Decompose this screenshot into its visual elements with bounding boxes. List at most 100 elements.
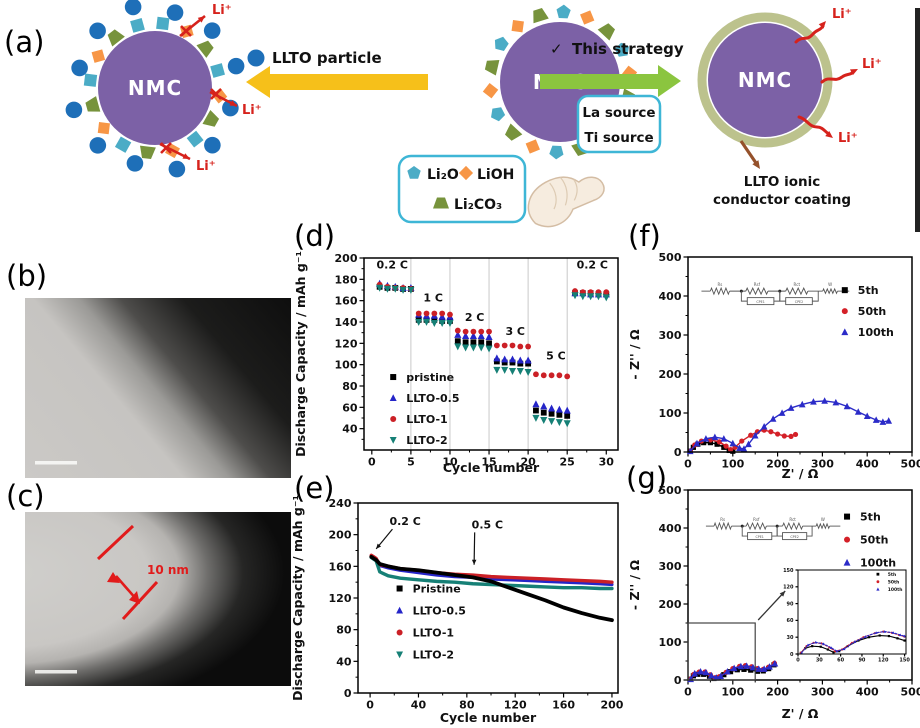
coating-label-line2: conductor coating bbox=[713, 192, 851, 208]
panel-label-g: (g) bbox=[626, 461, 668, 495]
svg-text:Cycle number: Cycle number bbox=[443, 460, 540, 475]
svg-text:LLTO-0.5: LLTO-0.5 bbox=[413, 604, 466, 617]
svg-text:0: 0 bbox=[366, 699, 374, 712]
svg-text:200: 200 bbox=[659, 368, 682, 381]
lioh-diamond-icon bbox=[458, 165, 474, 181]
svg-text:CPE1: CPE1 bbox=[755, 535, 763, 539]
strategy-check-icon: ✓ bbox=[550, 40, 563, 58]
svg-text:W: W bbox=[828, 282, 832, 287]
nmc-core bbox=[98, 31, 212, 145]
impurity-legend: Li₂O LiOH Li₂CO₃ bbox=[397, 154, 527, 224]
svg-text:90: 90 bbox=[858, 658, 865, 664]
svg-text:100: 100 bbox=[659, 407, 682, 420]
svg-text:Rct: Rct bbox=[794, 282, 801, 287]
li2o-pentagon-icon bbox=[407, 166, 421, 179]
svg-text:5th: 5th bbox=[860, 511, 881, 524]
li-ion-label: Li⁺ bbox=[838, 131, 858, 146]
llto-particle-key: LLTO particle bbox=[247, 49, 382, 67]
svg-text:W: W bbox=[821, 517, 825, 522]
li-ion-label: Li⁺ bbox=[212, 3, 232, 18]
svg-text:500: 500 bbox=[901, 686, 920, 699]
thickness-arrowhead bbox=[129, 591, 140, 604]
green-arrow bbox=[540, 65, 681, 97]
svg-text:0.2 C: 0.2 C bbox=[577, 259, 608, 272]
panel-label-c: (c) bbox=[6, 479, 45, 513]
svg-text:3 C: 3 C bbox=[505, 325, 525, 338]
svg-text:- Z'' / Ω: - Z'' / Ω bbox=[627, 329, 642, 380]
svg-text:2 C: 2 C bbox=[465, 311, 485, 324]
svg-text:Rsf: Rsf bbox=[753, 517, 760, 522]
svg-text:100th: 100th bbox=[858, 326, 894, 339]
svg-text:Discharge Capacity / mAh g⁻¹: Discharge Capacity / mAh g⁻¹ bbox=[290, 495, 305, 701]
la-source-label: La source bbox=[582, 105, 655, 121]
llto-particle-dot bbox=[247, 49, 265, 67]
svg-text:180: 180 bbox=[335, 273, 358, 286]
yellow-arrow bbox=[246, 66, 428, 98]
svg-text:120: 120 bbox=[504, 699, 527, 712]
svg-text:400: 400 bbox=[659, 290, 682, 303]
svg-text:LLTO-0.5: LLTO-0.5 bbox=[406, 392, 459, 405]
svg-text:5 C: 5 C bbox=[546, 349, 566, 362]
svg-text:200: 200 bbox=[600, 699, 623, 712]
right-nmc-particle: NMC Li⁺ Li⁺ Li⁺ LLTO ionic conductor coa… bbox=[697, 7, 882, 208]
svg-text:40: 40 bbox=[336, 655, 352, 668]
li-ion-label: Li⁺ bbox=[862, 57, 882, 72]
li2co3-label: Li₂CO₃ bbox=[454, 197, 502, 213]
svg-text:Rs: Rs bbox=[717, 282, 722, 287]
svg-text:300: 300 bbox=[811, 686, 834, 699]
svg-text:50th: 50th bbox=[888, 579, 900, 585]
panel-label-e: (e) bbox=[294, 471, 335, 505]
strategy-label: This strategy bbox=[572, 40, 684, 58]
svg-text:300: 300 bbox=[811, 458, 834, 471]
svg-text:40: 40 bbox=[342, 423, 358, 436]
svg-text:0.2 C: 0.2 C bbox=[389, 515, 420, 528]
svg-text:Cycle number: Cycle number bbox=[440, 710, 537, 725]
svg-text:200: 200 bbox=[766, 686, 789, 699]
svg-text:LLTO-2: LLTO-2 bbox=[406, 434, 447, 447]
svg-text:140: 140 bbox=[335, 316, 358, 329]
svg-text:200: 200 bbox=[766, 458, 789, 471]
svg-text:100: 100 bbox=[659, 636, 682, 649]
panel-label-d: (d) bbox=[294, 219, 336, 253]
svg-text:Discharge Capacity / mAh g⁻¹: Discharge Capacity / mAh g⁻¹ bbox=[293, 251, 308, 457]
eis-nyquist-inset: 0 30 60 90 120 150 0 30 60 90 120 150 5th 50th 100th bbox=[770, 556, 918, 682]
svg-text:60: 60 bbox=[342, 401, 358, 414]
image-edge-artifact bbox=[915, 8, 920, 232]
svg-text:400: 400 bbox=[856, 458, 879, 471]
svg-text:5th: 5th bbox=[858, 284, 879, 297]
rate-capability-chart: 0 5 10 15 20 25 30 40 60 80 100 120 140 160 180 200 Cycl… bbox=[288, 226, 625, 482]
svg-text:200: 200 bbox=[335, 252, 358, 265]
svg-text:0: 0 bbox=[674, 674, 682, 687]
llto-particle-label: LLTO particle bbox=[272, 49, 382, 67]
svg-text:- Z'' / Ω: - Z'' / Ω bbox=[627, 560, 642, 611]
cycling-performance-chart: 0 40 80 120 160 200 0 40 80 120 160 200 240 Cycle num… bbox=[285, 470, 625, 728]
svg-text:500: 500 bbox=[659, 251, 682, 264]
svg-text:CPE2: CPE2 bbox=[790, 535, 798, 539]
coating-boundary-line bbox=[121, 580, 159, 621]
source-box: La source Ti source bbox=[576, 94, 662, 154]
svg-text:100th: 100th bbox=[860, 557, 896, 570]
svg-text:Z' / Ω: Z' / Ω bbox=[782, 466, 819, 481]
svg-text:Rsf: Rsf bbox=[754, 282, 761, 287]
coating-boundary-line bbox=[96, 524, 135, 561]
svg-text:0: 0 bbox=[368, 456, 376, 469]
svg-text:LLTO-2: LLTO-2 bbox=[413, 648, 454, 661]
svg-text:0.5 C: 0.5 C bbox=[472, 518, 503, 531]
svg-text:100th: 100th bbox=[888, 587, 903, 593]
svg-text:0: 0 bbox=[684, 686, 692, 699]
svg-text:120: 120 bbox=[878, 658, 889, 664]
nmc-label: NMC bbox=[128, 76, 182, 100]
panel-label-a: (a) bbox=[4, 25, 45, 59]
svg-text:160: 160 bbox=[335, 295, 358, 308]
svg-text:Rs: Rs bbox=[720, 517, 725, 522]
svg-text:80: 80 bbox=[459, 699, 475, 712]
svg-text:60: 60 bbox=[787, 618, 794, 624]
svg-text:60: 60 bbox=[837, 658, 844, 664]
svg-text:0: 0 bbox=[674, 446, 682, 459]
thickness-label: 10 nm bbox=[147, 563, 189, 577]
svg-text:15: 15 bbox=[481, 456, 496, 469]
svg-text:500: 500 bbox=[901, 458, 920, 471]
svg-text:LLTO-1: LLTO-1 bbox=[406, 413, 447, 426]
hand-illustration bbox=[527, 176, 605, 228]
nmc-label: NMC bbox=[738, 68, 792, 92]
